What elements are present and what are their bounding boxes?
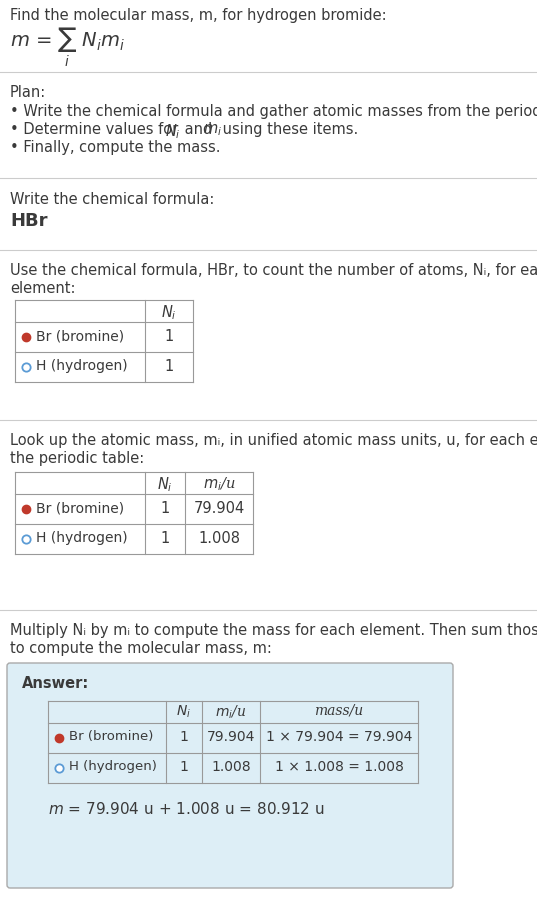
Text: and: and (180, 122, 217, 137)
Text: using these items.: using these items. (218, 122, 358, 137)
Text: Look up the atomic mass, mᵢ, in unified atomic mass units, u, for each element i: Look up the atomic mass, mᵢ, in unified … (10, 433, 537, 448)
Text: Plan:: Plan: (10, 85, 46, 100)
Text: mass/u: mass/u (315, 704, 364, 718)
Text: H (hydrogen): H (hydrogen) (36, 359, 128, 373)
Text: the periodic table:: the periodic table: (10, 451, 144, 466)
Text: 1: 1 (179, 760, 188, 774)
Text: $m_i$/u: $m_i$/u (202, 475, 235, 493)
Text: 1 × 79.904 = 79.904: 1 × 79.904 = 79.904 (266, 730, 412, 744)
Text: $N_i$: $N_i$ (161, 303, 177, 321)
Text: 1: 1 (164, 329, 173, 344)
Text: 79.904: 79.904 (193, 501, 245, 516)
Text: • Determine values for: • Determine values for (10, 122, 183, 137)
Text: Br (bromine): Br (bromine) (36, 501, 124, 515)
Text: Write the chemical formula:: Write the chemical formula: (10, 192, 214, 207)
Text: $\mathit{m}$ = 79.904 u + 1.008 u = 80.912 u: $\mathit{m}$ = 79.904 u + 1.008 u = 80.9… (48, 801, 325, 817)
Text: $N_i$: $N_i$ (165, 122, 181, 141)
Text: 1: 1 (161, 501, 170, 516)
Text: to compute the molecular mass, m:: to compute the molecular mass, m: (10, 641, 272, 656)
FancyBboxPatch shape (7, 663, 453, 888)
Text: 79.904: 79.904 (207, 730, 255, 744)
Text: Answer:: Answer: (22, 676, 89, 691)
Text: $N_i$: $N_i$ (177, 704, 192, 720)
Text: Multiply Nᵢ by mᵢ to compute the mass for each element. Then sum those values: Multiply Nᵢ by mᵢ to compute the mass fo… (10, 623, 537, 638)
Text: • Finally, compute the mass.: • Finally, compute the mass. (10, 140, 221, 155)
Text: Br (bromine): Br (bromine) (36, 329, 124, 343)
Text: Use the chemical formula, HBr, to count the number of atoms, Nᵢ, for each: Use the chemical formula, HBr, to count … (10, 263, 537, 278)
Text: $\mathit{m}$ = $\sum_{\mathit{i}}$ $\mathit{N}_{\mathit{i}}\mathit{m}_{\mathit{i: $\mathit{m}$ = $\sum_{\mathit{i}}$ $\mat… (10, 26, 125, 69)
Text: Find the molecular mass, m, for hydrogen bromide:: Find the molecular mass, m, for hydrogen… (10, 8, 387, 23)
Text: $N_i$: $N_i$ (157, 475, 173, 494)
Text: 1: 1 (161, 531, 170, 546)
Text: H (hydrogen): H (hydrogen) (36, 531, 128, 545)
Text: H (hydrogen): H (hydrogen) (69, 760, 157, 773)
Text: 1.008: 1.008 (198, 531, 240, 546)
Text: 1.008: 1.008 (211, 760, 251, 774)
Text: • Write the chemical formula and gather atomic masses from the periodic table.: • Write the chemical formula and gather … (10, 104, 537, 119)
Text: $m_i$/u: $m_i$/u (215, 704, 246, 721)
Text: 1 × 1.008 = 1.008: 1 × 1.008 = 1.008 (274, 760, 403, 774)
Text: HBr: HBr (10, 212, 47, 230)
Text: element:: element: (10, 281, 76, 296)
Text: Br (bromine): Br (bromine) (69, 730, 154, 743)
Text: 1: 1 (164, 359, 173, 374)
Text: $m_i$: $m_i$ (203, 122, 222, 137)
Text: 1: 1 (179, 730, 188, 744)
